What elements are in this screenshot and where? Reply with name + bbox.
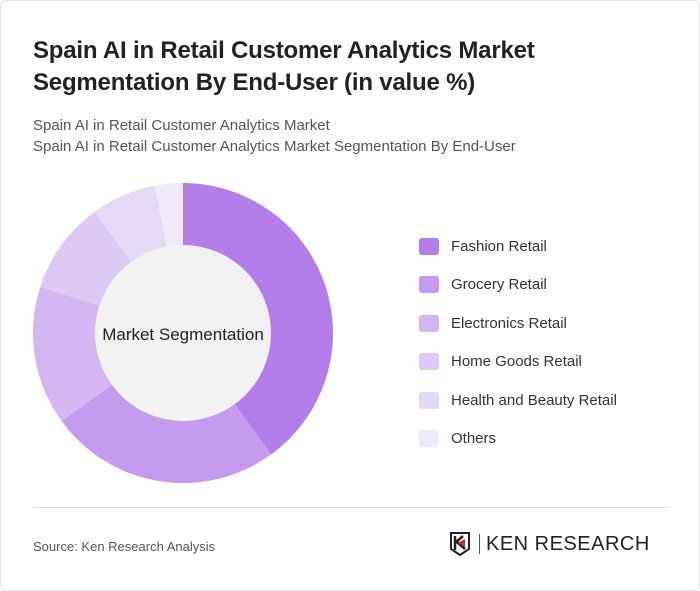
center-label: Market Segmentation <box>102 325 264 344</box>
legend-swatch <box>419 237 439 255</box>
legend-item: Electronics Retail <box>419 304 617 343</box>
legend-swatch <box>419 314 439 332</box>
subtitle-line-1: Spain AI in Retail Customer Analytics Ma… <box>33 117 330 134</box>
logo-icon <box>450 532 470 557</box>
chart-subtitle: Spain AI in Retail Customer Analytics Ma… <box>33 115 516 157</box>
donut-chart: Market Segmentation <box>33 183 333 483</box>
legend: Fashion Retail Grocery Retail Electronics … <box>419 227 617 458</box>
legend-item: Grocery Retail <box>419 266 617 305</box>
legend-label: Electronics Retail <box>451 314 567 332</box>
legend-swatch <box>419 430 439 448</box>
source-note: Source: Ken Research Analysis <box>33 539 216 554</box>
donut-hole <box>95 245 271 421</box>
legend-swatch <box>419 391 439 409</box>
legend-item: Health and Beauty Retail <box>419 381 617 420</box>
legend-label: Fashion Retail <box>451 237 547 255</box>
legend-label: Home Goods Retail <box>451 353 582 371</box>
legend-item: Fashion Retail <box>419 227 617 266</box>
chart-title: Spain AI in Retail Customer Analytics Ma… <box>33 37 535 96</box>
legend-label: Others <box>451 430 497 448</box>
legend-label: Health and Beauty Retail <box>451 391 617 409</box>
legend-item: Others <box>419 420 617 459</box>
divider <box>33 507 667 508</box>
legend-item: Home Goods Retail <box>419 343 617 382</box>
legend-swatch <box>419 353 439 371</box>
ken-research-logo: KEN RESEARCH <box>449 531 650 557</box>
logo-text: KEN RESEARCH <box>479 534 650 554</box>
legend-label: Grocery Retail <box>451 276 547 294</box>
legend-swatch <box>419 276 439 294</box>
subtitle-line-2: Spain AI in Retail Customer Analytics Ma… <box>33 138 516 155</box>
